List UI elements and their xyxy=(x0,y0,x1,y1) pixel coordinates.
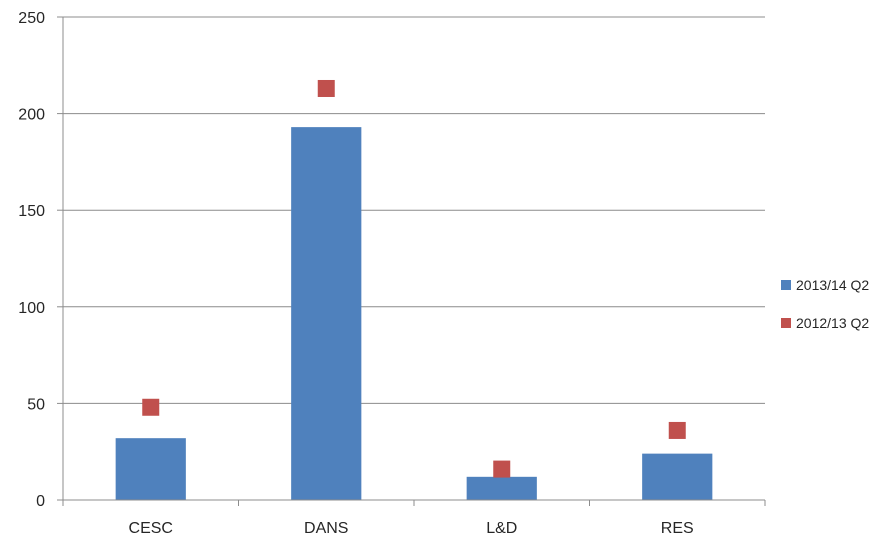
bar-2013-14-Q2-L-D xyxy=(466,476,537,500)
x-axis-labels: CESC DANS L&D RES xyxy=(129,520,694,537)
axes xyxy=(62,17,766,506)
y-tick-label: 50 xyxy=(27,396,45,413)
legend-label: 2012/13 Q2 xyxy=(796,315,869,331)
x-tick-label: L&D xyxy=(486,520,517,537)
y-tick-label: 250 xyxy=(18,10,45,27)
x-tick-label: DANS xyxy=(304,520,348,537)
legend-swatch xyxy=(781,318,791,328)
legend: 2013/14 Q2 2012/13 Q2 xyxy=(781,277,869,331)
y-tick-label: 200 xyxy=(18,107,45,124)
y-axis-ticks: 0 50 100 150 200 250 xyxy=(18,10,63,510)
bar-series xyxy=(115,127,713,501)
y-tick-label: 0 xyxy=(36,493,45,510)
bar-2013-14-Q2-DANS xyxy=(291,127,362,501)
x-tick-label: RES xyxy=(661,520,694,537)
y-tick-label: 150 xyxy=(18,203,45,220)
marker-2012-13-Q2-L-D xyxy=(493,460,511,478)
legend-label: 2013/14 Q2 xyxy=(796,277,869,293)
bar-2013-14-Q2-CESC xyxy=(115,438,186,500)
gridlines xyxy=(63,16,765,404)
legend-swatch xyxy=(781,280,791,290)
marker-2012-13-Q2-DANS xyxy=(317,79,335,97)
marker-2012-13-Q2-RES xyxy=(668,421,686,439)
y-tick-label: 100 xyxy=(18,300,45,317)
marker-2012-13-Q2-CESC xyxy=(142,398,160,416)
x-tick-label: CESC xyxy=(129,520,173,537)
bar-2013-14-Q2-RES xyxy=(642,453,713,500)
marker-series xyxy=(142,79,686,478)
